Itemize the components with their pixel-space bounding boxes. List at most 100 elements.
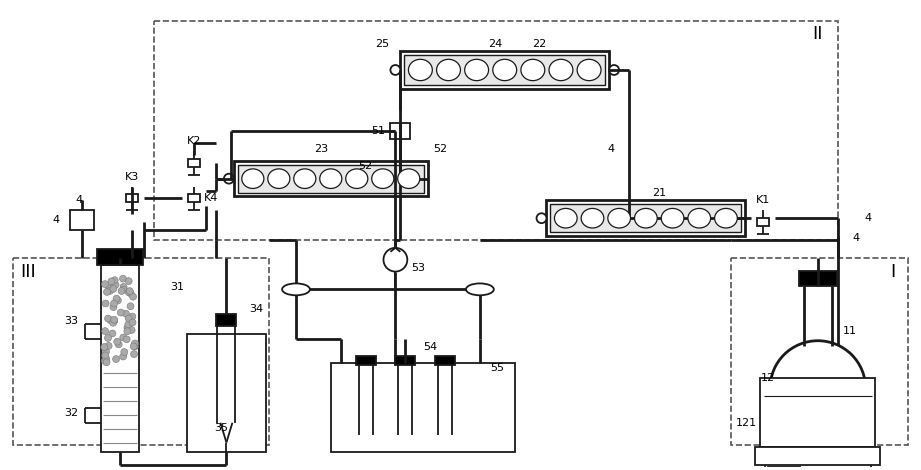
Circle shape bbox=[120, 334, 127, 341]
Bar bbox=[551, 204, 741, 232]
Circle shape bbox=[111, 318, 117, 325]
Circle shape bbox=[118, 288, 125, 294]
Circle shape bbox=[102, 348, 110, 355]
Ellipse shape bbox=[372, 169, 394, 188]
Bar bbox=[238, 165, 424, 193]
Circle shape bbox=[391, 65, 401, 75]
Text: I: I bbox=[890, 263, 895, 281]
Ellipse shape bbox=[635, 208, 658, 228]
Circle shape bbox=[124, 324, 131, 331]
Text: II: II bbox=[812, 25, 823, 43]
Text: 121: 121 bbox=[736, 418, 757, 428]
Bar bbox=[546, 200, 745, 236]
Circle shape bbox=[129, 313, 136, 320]
Circle shape bbox=[111, 280, 117, 287]
Circle shape bbox=[108, 278, 115, 285]
Circle shape bbox=[125, 289, 133, 296]
Ellipse shape bbox=[521, 59, 545, 81]
Bar bbox=[799, 271, 836, 286]
Bar bbox=[356, 356, 376, 366]
Circle shape bbox=[120, 286, 127, 293]
Circle shape bbox=[130, 293, 136, 300]
Bar bbox=[760, 378, 876, 447]
Circle shape bbox=[120, 353, 127, 360]
Bar bbox=[391, 123, 410, 139]
Ellipse shape bbox=[242, 169, 264, 188]
Bar bbox=[234, 161, 427, 196]
Circle shape bbox=[112, 282, 119, 288]
Text: 52: 52 bbox=[358, 161, 373, 171]
Circle shape bbox=[125, 315, 133, 322]
Text: K3: K3 bbox=[125, 172, 139, 182]
Ellipse shape bbox=[554, 208, 577, 228]
Bar bbox=[98, 249, 143, 265]
Circle shape bbox=[132, 343, 138, 350]
Circle shape bbox=[770, 341, 866, 436]
Bar bbox=[188, 195, 200, 203]
Circle shape bbox=[125, 278, 133, 284]
Bar bbox=[101, 265, 139, 453]
Circle shape bbox=[128, 327, 135, 333]
Ellipse shape bbox=[282, 283, 309, 295]
Bar bbox=[731, 258, 908, 446]
Bar bbox=[435, 356, 455, 366]
Text: 21: 21 bbox=[652, 188, 666, 197]
Circle shape bbox=[124, 328, 131, 335]
Text: 34: 34 bbox=[250, 304, 263, 314]
Ellipse shape bbox=[345, 169, 367, 188]
Bar bbox=[70, 210, 94, 230]
Circle shape bbox=[129, 319, 136, 326]
Text: 22: 22 bbox=[532, 39, 547, 49]
Circle shape bbox=[132, 340, 138, 347]
Text: 4: 4 bbox=[76, 196, 82, 205]
Circle shape bbox=[107, 287, 113, 294]
Text: 24: 24 bbox=[487, 39, 502, 49]
Text: 32: 32 bbox=[64, 408, 78, 418]
Ellipse shape bbox=[577, 59, 601, 81]
Text: 12: 12 bbox=[761, 373, 775, 384]
Ellipse shape bbox=[268, 169, 290, 188]
Circle shape bbox=[112, 356, 120, 362]
Bar bbox=[216, 314, 237, 326]
Text: 4: 4 bbox=[52, 215, 60, 225]
Circle shape bbox=[123, 336, 130, 343]
Ellipse shape bbox=[581, 208, 604, 228]
Bar bbox=[187, 334, 266, 453]
Ellipse shape bbox=[549, 59, 573, 81]
Circle shape bbox=[104, 335, 111, 341]
Circle shape bbox=[107, 317, 114, 324]
Ellipse shape bbox=[320, 169, 342, 188]
Circle shape bbox=[111, 317, 118, 324]
Circle shape bbox=[101, 328, 109, 335]
Ellipse shape bbox=[437, 59, 460, 81]
Text: 55: 55 bbox=[490, 363, 504, 373]
Circle shape bbox=[103, 289, 111, 296]
Ellipse shape bbox=[688, 208, 711, 228]
Circle shape bbox=[120, 283, 127, 290]
Circle shape bbox=[131, 351, 137, 358]
Text: K2: K2 bbox=[186, 136, 201, 146]
Text: K4: K4 bbox=[204, 194, 218, 204]
Text: III: III bbox=[19, 263, 36, 281]
Circle shape bbox=[105, 315, 111, 322]
Circle shape bbox=[111, 300, 118, 307]
Circle shape bbox=[115, 341, 122, 348]
Ellipse shape bbox=[408, 59, 432, 81]
Bar bbox=[188, 159, 200, 167]
Circle shape bbox=[122, 310, 130, 317]
Text: 51: 51 bbox=[371, 126, 386, 136]
Bar bbox=[395, 356, 415, 366]
Text: 52: 52 bbox=[433, 144, 448, 154]
Ellipse shape bbox=[398, 169, 420, 188]
Circle shape bbox=[101, 344, 108, 351]
Ellipse shape bbox=[715, 208, 738, 228]
Circle shape bbox=[111, 316, 118, 323]
Text: 25: 25 bbox=[376, 39, 390, 49]
Text: 4: 4 bbox=[852, 233, 859, 243]
Text: K1: K1 bbox=[756, 196, 770, 205]
Circle shape bbox=[609, 65, 619, 75]
Text: 54: 54 bbox=[423, 342, 437, 352]
Circle shape bbox=[103, 359, 110, 366]
Text: 23: 23 bbox=[314, 144, 328, 154]
Bar bbox=[126, 195, 138, 203]
